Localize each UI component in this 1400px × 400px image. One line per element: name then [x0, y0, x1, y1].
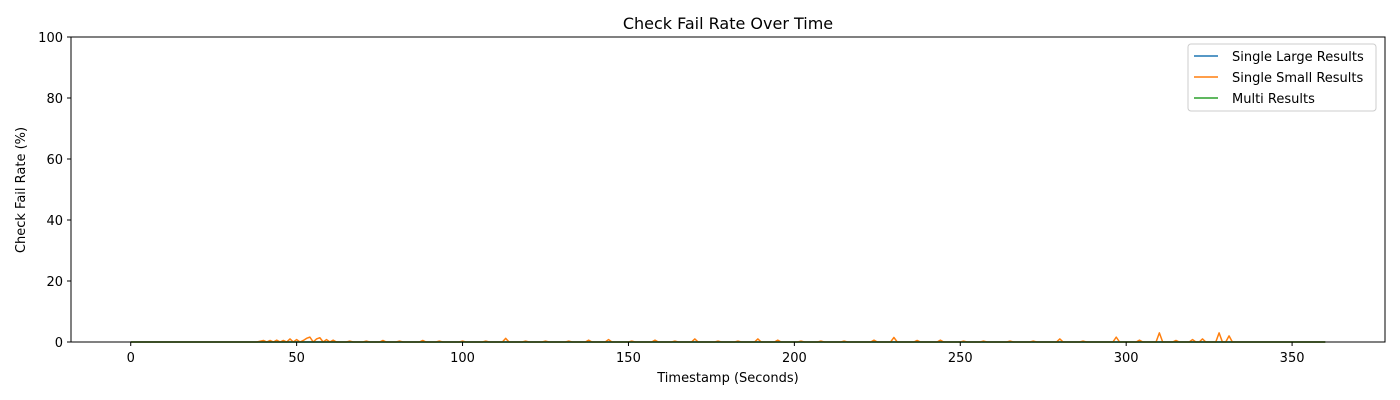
x-tick-label: 300: [1114, 351, 1139, 366]
y-tick-label: 0: [55, 336, 63, 351]
y-axis-label: Check Fail Rate (%): [14, 127, 29, 253]
y-axis: 0 20 40 60 80 100: [38, 31, 71, 351]
legend: Single Large Results Single Small Results…: [1187, 43, 1377, 112]
y-tick-label: 20: [46, 275, 63, 290]
x-tick-label: 0: [127, 351, 135, 366]
plot-frame: [70, 36, 1386, 343]
chart-title: Check Fail Rate Over Time: [623, 14, 833, 33]
x-tick-label: 150: [616, 351, 641, 366]
x-tick-label: 200: [782, 351, 807, 366]
legend-label: Single Large Results: [1232, 50, 1364, 65]
x-axis-label: Timestamp (Seconds): [656, 371, 798, 386]
x-tick-label: 50: [288, 351, 305, 366]
y-tick-label: 60: [46, 153, 63, 168]
x-tick-label: 100: [450, 351, 475, 366]
legend-label: Single Small Results: [1232, 71, 1364, 86]
y-tick-label: 80: [46, 92, 63, 107]
x-axis: 0 50 100 150 200 250 300 350: [127, 342, 1305, 366]
y-tick-label: 100: [38, 31, 63, 46]
x-tick-label: 250: [948, 351, 973, 366]
legend-label: Multi Results: [1232, 92, 1315, 107]
x-tick-label: 350: [1280, 351, 1305, 366]
legend-box: [1187, 43, 1377, 112]
y-tick-label: 40: [46, 214, 63, 229]
